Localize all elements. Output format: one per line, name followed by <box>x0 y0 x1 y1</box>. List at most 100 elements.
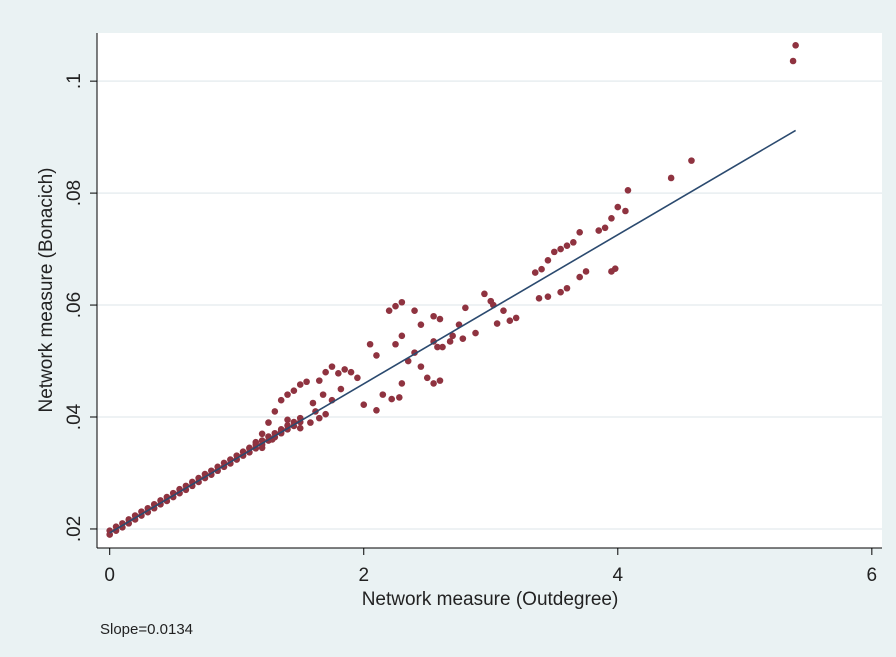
scatter-point <box>303 378 310 386</box>
scatter-point <box>417 363 425 370</box>
scatter-point <box>446 338 454 345</box>
scatter-point <box>284 391 291 398</box>
scatter-point <box>284 416 291 424</box>
scatter-point <box>388 395 395 403</box>
scatter-point <box>557 245 564 253</box>
x-axis-label: Network measure (Outdegree) <box>362 589 619 610</box>
scatter-point <box>512 314 520 322</box>
fit-line <box>109 129 797 534</box>
scatter-point <box>535 295 543 302</box>
scatter-point <box>430 380 437 387</box>
scatter-point <box>396 394 403 401</box>
scatter-point <box>614 203 622 211</box>
scatter-point <box>576 273 583 281</box>
scatter-point <box>608 268 615 275</box>
scatter-point <box>544 293 552 300</box>
scatter-point <box>296 424 304 432</box>
scatter-point <box>319 391 327 398</box>
scatter-point <box>576 228 583 236</box>
scatter-point <box>624 186 632 194</box>
scatter-point <box>392 302 399 310</box>
x-tick-label: 4 <box>613 565 624 586</box>
scatter-point <box>462 304 469 312</box>
scatter-point <box>385 307 393 314</box>
scatter-point <box>322 368 329 376</box>
y-tick-label: .08 <box>64 180 85 206</box>
y-tick-label: .06 <box>64 292 85 318</box>
scatter-point <box>608 214 615 222</box>
scatter-point <box>563 284 571 292</box>
scatter-point <box>366 340 374 348</box>
scatter-point <box>379 391 387 398</box>
scatter-point <box>570 239 577 246</box>
scatter-point <box>360 401 368 408</box>
scatter-point <box>622 207 629 215</box>
scatter-point <box>182 486 190 494</box>
scatter-point <box>531 269 539 276</box>
scatter-point <box>341 366 348 373</box>
scatter-point <box>439 343 446 351</box>
x-tick-label: 0 <box>104 565 115 586</box>
scatter-point <box>328 363 336 370</box>
scatter-point <box>163 497 171 505</box>
scatter-point <box>252 438 260 446</box>
scatter-point <box>398 380 406 387</box>
scatter-point <box>265 419 272 426</box>
scatter-point <box>258 430 266 438</box>
scatter-point <box>296 381 304 388</box>
scatter-point <box>434 343 441 351</box>
note: Slope=0.0134 <box>100 621 193 638</box>
scatter-point <box>436 315 444 323</box>
y-tick-label: .02 <box>64 516 85 542</box>
x-tick-label: 6 <box>867 565 878 586</box>
scatter-point <box>417 321 425 328</box>
scatter-point <box>688 157 695 164</box>
scatter-point <box>557 288 564 296</box>
scatter-point <box>322 410 329 418</box>
scatter-point <box>373 406 380 414</box>
scatter-point <box>430 312 437 320</box>
scatter-point <box>667 174 675 182</box>
scatter-point <box>398 298 406 306</box>
scatter-point <box>354 374 361 382</box>
scatter-point <box>290 387 298 395</box>
scatter-point <box>271 408 279 415</box>
scatter-point <box>595 227 603 234</box>
scatter-point <box>307 419 314 426</box>
scatter-point <box>398 332 406 340</box>
scatter-point <box>315 377 323 384</box>
y-axis-label: Network measure (Bonacich) <box>36 168 57 413</box>
scatter-point <box>258 444 266 452</box>
x-tick-label: 2 <box>358 565 369 586</box>
scatter-point <box>601 224 609 232</box>
scatter-point <box>315 414 323 422</box>
scatter-point <box>125 520 133 527</box>
scatter-point <box>392 340 399 348</box>
scatter-point <box>436 377 444 384</box>
scatter-point <box>347 368 355 376</box>
scatter-point <box>449 332 456 340</box>
scatter-point <box>544 256 552 264</box>
scatter-point <box>106 531 114 538</box>
scatter-point <box>538 265 545 273</box>
scatter-point <box>373 352 380 359</box>
scatter-point <box>472 329 479 337</box>
scatter-point <box>563 242 571 250</box>
scatter-point <box>459 335 467 342</box>
scatter-point <box>144 508 152 516</box>
scatter-point <box>423 374 431 382</box>
scatter-point <box>481 290 488 298</box>
y-tick-label: .04 <box>64 403 85 430</box>
scatter-point <box>335 370 342 377</box>
scatter-point <box>582 268 590 275</box>
scatter-point <box>309 399 317 407</box>
scatter-point <box>550 248 558 256</box>
scatter-point <box>493 320 501 327</box>
scatter-point <box>506 317 514 325</box>
scatter-point <box>411 307 418 314</box>
scatter-point <box>789 57 797 65</box>
scatter-point <box>792 42 799 49</box>
scatter-point <box>337 385 345 393</box>
scatter-point <box>500 307 507 314</box>
